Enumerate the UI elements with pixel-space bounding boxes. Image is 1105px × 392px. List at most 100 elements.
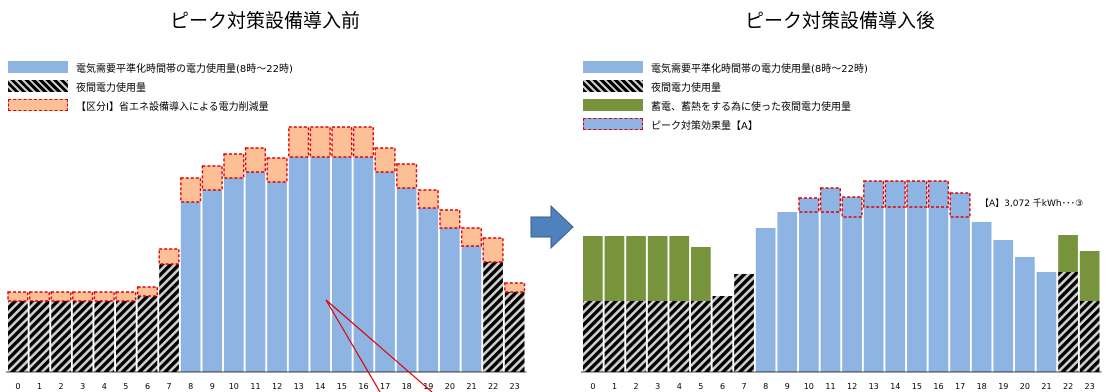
x-tick-label: 7 xyxy=(742,382,747,391)
bar-peak-effect xyxy=(927,180,950,208)
bar-savings xyxy=(460,227,483,247)
bar-daytime-usage xyxy=(777,212,798,372)
bar-savings xyxy=(396,163,418,189)
bar-savings xyxy=(331,126,353,158)
bar-daytime-usage xyxy=(461,246,482,372)
bar-daytime-usage xyxy=(820,212,841,372)
bar-daytime-usage xyxy=(288,157,309,372)
x-tick-label: 14 xyxy=(890,382,900,391)
bars xyxy=(7,126,526,372)
legend-label: 電気需要平準化時間帯の電力使用量(8時～22時) xyxy=(651,63,868,75)
bar-daytime-usage xyxy=(375,172,395,372)
bar-daytime-usage xyxy=(1015,257,1035,372)
x-tick-label: 21 xyxy=(466,382,476,391)
x-tick-label: 2 xyxy=(634,382,639,391)
bar-daytime-usage xyxy=(202,190,223,372)
bar-daytime-usage xyxy=(928,207,949,372)
bar-peak-effect xyxy=(949,192,971,218)
x-tick-label: 13 xyxy=(869,382,879,391)
x-tick-label: 7 xyxy=(167,382,172,391)
bar-daytime-usage xyxy=(799,212,819,372)
bar-night-usage xyxy=(1058,272,1078,372)
bar-daytime-usage xyxy=(180,202,201,372)
callout-line xyxy=(325,299,433,392)
bar-savings xyxy=(72,291,94,302)
bar-night-usage xyxy=(604,301,625,372)
bar-savings xyxy=(93,291,115,302)
legend-swatch-blue-dashed xyxy=(583,118,643,130)
legend-before: 電気需要平準化時間帯の電力使用量(8時～22時) 夜間電力使用量 【区分Ⅰ】省エ… xyxy=(8,59,293,116)
x-tick-label: 10 xyxy=(804,382,814,391)
x-tick-label: 19 xyxy=(423,382,433,391)
x-tick-label: 17 xyxy=(380,382,390,391)
x-tick-label: 22 xyxy=(1063,382,1073,391)
x-tick-label: 21 xyxy=(1041,382,1051,391)
x-tick-label: 10 xyxy=(229,382,239,391)
legend-item-night-usage: 夜間電力使用量 xyxy=(583,78,868,94)
x-tick-label: 8 xyxy=(188,382,193,391)
bar-daytime-usage xyxy=(950,217,970,372)
legend-label: 夜間電力使用量 xyxy=(76,82,146,94)
bar-savings xyxy=(136,286,159,297)
chart-panel-before: ピーク対策設備導入前 電気需要平準化時間帯の電力使用量(8時～22時) 夜間電力… xyxy=(0,0,530,392)
x-tick-label: 2 xyxy=(59,382,64,391)
legend-item-daytime-usage: 電気需要平準化時間帯の電力使用量(8時～22時) xyxy=(8,59,293,75)
callout-line xyxy=(325,299,381,392)
x-tick-label: 12 xyxy=(847,382,857,391)
bar-night-usage xyxy=(29,301,50,372)
bar-daytime-usage xyxy=(224,178,244,372)
legend-swatch-hatch xyxy=(583,80,643,92)
legend-item-peak-effect: ピーク対策効果量【A】 xyxy=(583,116,868,132)
bar-night-usage xyxy=(504,292,525,372)
x-tick-label: 15 xyxy=(912,382,922,391)
legend-swatch-hatch xyxy=(8,80,68,92)
x-tick-label: 6 xyxy=(720,382,725,391)
bar-savings xyxy=(352,126,375,158)
x-tick-label: 11 xyxy=(825,382,835,391)
legend-swatch-blue xyxy=(583,61,643,73)
bar-night-usage xyxy=(583,301,603,372)
x-tick-label: 0 xyxy=(15,382,20,391)
x-tick-label: 1 xyxy=(612,382,617,391)
bar-chart-after: 0 1 2 3 4 5 6 7 8 9 10 11 12 13 14 15 16 17 18 19 20 21 22 23【A… xyxy=(581,180,1102,391)
bar-night-usage xyxy=(159,264,179,372)
bar-peak-effect xyxy=(863,180,885,208)
bar-daytime-usage xyxy=(755,228,776,372)
bar-daytime-usage xyxy=(440,228,460,372)
legend-item-savings: 【区分Ⅰ】省エネ設備導入による電力削減量 xyxy=(8,97,293,113)
bar-savings xyxy=(266,157,288,183)
x-tick-label: 4 xyxy=(102,382,107,391)
bar-night-usage xyxy=(137,296,158,372)
bar-peak-effect xyxy=(906,180,928,208)
bar-peak-effect xyxy=(841,196,863,218)
bar-storage-usage xyxy=(669,236,690,301)
legend-label: 蓄電、蓄熱をする為に使った夜間電力使用量 xyxy=(651,101,851,113)
bar-night-usage xyxy=(8,301,28,372)
legend-label: ピーク対策効果量【A】 xyxy=(651,120,758,132)
x-tick-label: 23 xyxy=(510,382,520,391)
bar-savings xyxy=(7,291,29,302)
bar-night-usage xyxy=(691,301,711,372)
bar-savings xyxy=(439,209,461,229)
x-tick-label: 5 xyxy=(123,382,128,391)
bar-daytime-usage xyxy=(885,207,906,372)
x-tick-label: 8 xyxy=(763,382,768,391)
bar-savings xyxy=(309,126,331,158)
x-tick-label: 13 xyxy=(294,382,304,391)
bar-night-usage xyxy=(116,301,136,372)
bars xyxy=(583,180,1100,372)
x-tick-label: 17 xyxy=(955,382,965,391)
x-tick-label: 3 xyxy=(655,382,660,391)
x-tick-label: 15 xyxy=(337,382,347,391)
x-tick-label: 18 xyxy=(402,382,412,391)
bar-night-usage xyxy=(1079,301,1100,372)
chart-title-before: ピーク対策設備導入前 xyxy=(169,10,360,32)
bar-peak-effect xyxy=(798,197,820,213)
bar-storage-usage xyxy=(604,236,625,301)
bar-night-usage xyxy=(712,296,733,372)
legend-label: 夜間電力使用量 xyxy=(651,82,721,94)
bar-night-usage xyxy=(647,301,668,372)
bar-storage-usage xyxy=(1058,235,1078,272)
x-tick-label: 11 xyxy=(250,382,260,391)
bar-daytime-usage xyxy=(267,182,287,372)
